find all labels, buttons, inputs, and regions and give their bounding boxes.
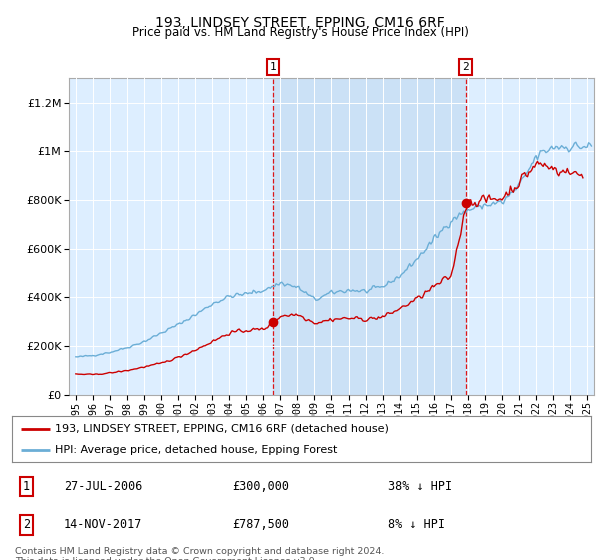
Text: 8% ↓ HPI: 8% ↓ HPI: [388, 518, 445, 531]
Text: £300,000: £300,000: [232, 480, 289, 493]
Text: HPI: Average price, detached house, Epping Forest: HPI: Average price, detached house, Eppi…: [55, 445, 338, 455]
Text: Price paid vs. HM Land Registry's House Price Index (HPI): Price paid vs. HM Land Registry's House …: [131, 26, 469, 39]
Text: 38% ↓ HPI: 38% ↓ HPI: [388, 480, 452, 493]
Bar: [273, 78, 466, 395]
Text: Contains HM Land Registry data © Crown copyright and database right 2024.
This d: Contains HM Land Registry data © Crown c…: [15, 547, 385, 560]
Text: 2: 2: [23, 518, 30, 531]
Text: 14-NOV-2017: 14-NOV-2017: [64, 518, 142, 531]
Text: 1: 1: [23, 480, 30, 493]
Text: 2: 2: [462, 62, 469, 72]
Text: 193, LINDSEY STREET, EPPING, CM16 6RF: 193, LINDSEY STREET, EPPING, CM16 6RF: [155, 16, 445, 30]
Text: 27-JUL-2006: 27-JUL-2006: [64, 480, 142, 493]
Text: 193, LINDSEY STREET, EPPING, CM16 6RF (detached house): 193, LINDSEY STREET, EPPING, CM16 6RF (d…: [55, 424, 389, 434]
Text: £787,500: £787,500: [232, 518, 289, 531]
Text: 1: 1: [269, 62, 276, 72]
